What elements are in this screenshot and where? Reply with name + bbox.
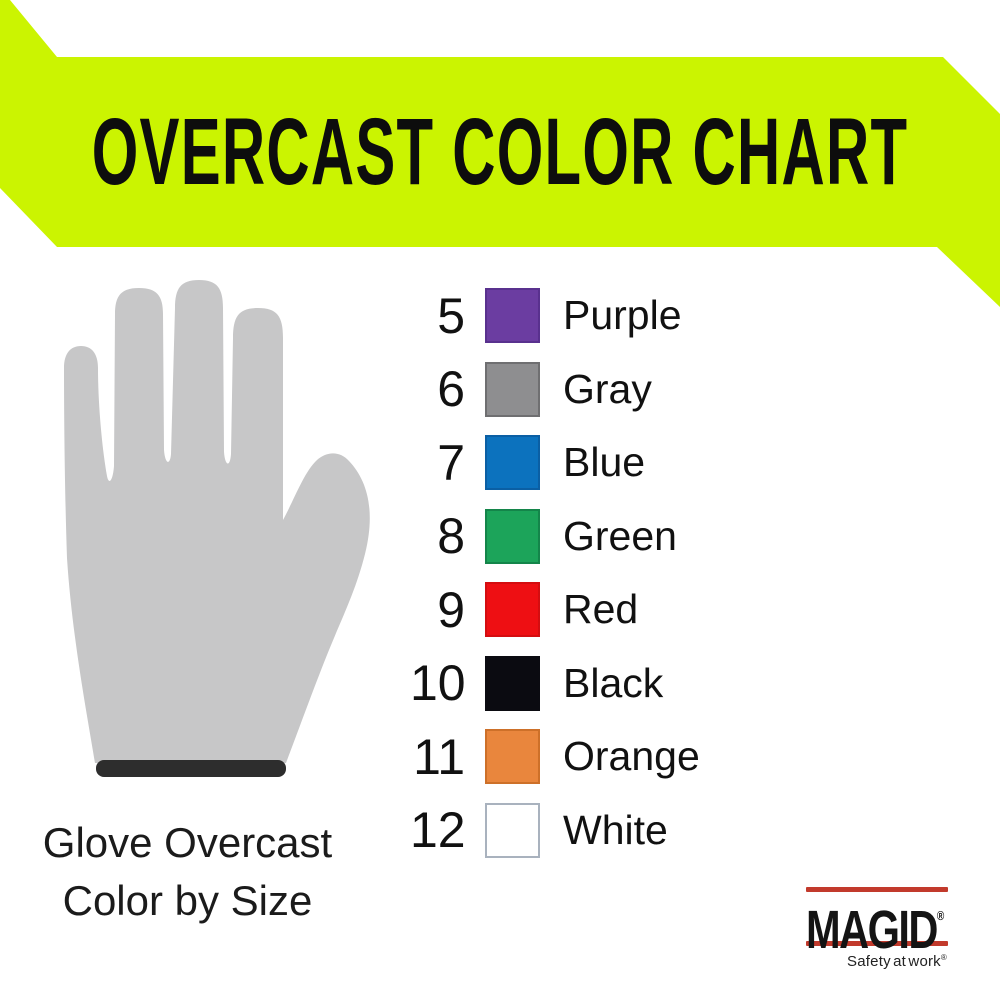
legend-row: 11 Orange [410,720,770,794]
legend-color-swatch [485,729,540,785]
legend-color-swatch [485,288,540,344]
legend-row: 9 Red [410,573,770,647]
glove-illustration [64,280,370,777]
banner-ribbon-shape [0,0,1000,307]
glove-caption-line2: Color by Size [62,877,313,924]
legend-color-swatch [485,508,540,564]
legend-row: 8 Green [410,500,770,574]
brand-tagline: Safety at work® [847,953,947,970]
tagline-registered-mark: ® [940,953,947,962]
legend-color-label: Orange [563,733,700,780]
banner-ribbon [0,0,1000,307]
brand-logo: MAGID® Safety at work® [806,887,948,970]
glove-cuff [96,760,286,777]
page-title: OVERCAST COLOR CHART [91,98,909,205]
legend-color-swatch [485,361,540,417]
legend-row: 6 Gray [410,353,770,427]
legend-size-number: 9 [437,581,465,638]
legend-row: 12 White [410,794,770,868]
legend-size-number: 10 [410,655,466,712]
legend-size-number: 6 [437,361,465,418]
registered-mark: ® [936,908,945,923]
legend-size-number: 5 [437,287,465,344]
legend-size-number: 8 [437,508,465,565]
legend-color-label: White [563,806,668,853]
legend-color-label: Green [563,512,677,559]
legend-row: 10 Black [410,647,770,721]
brand-wordmark: MAGID® [806,900,945,960]
legend-color-swatch [485,802,540,858]
glove-body [64,280,370,763]
legend-color-label: Gray [563,365,652,412]
legend-size-number: 11 [413,728,465,785]
legend-color-swatch [485,655,540,711]
legend-size-number: 12 [410,802,466,859]
legend-color-label: Black [563,659,664,706]
legend-row: 7 Blue [410,426,770,500]
brand-wordmark-row: MAGID® [806,895,948,957]
legend-size-number: 7 [437,434,465,491]
legend-color-label: Red [563,586,639,633]
glove-caption: Glove Overcast Color by Size [15,814,360,930]
size-color-legend: 5 Purple 6 Gray 7 Blue 8 Green 9 Red 10 [410,279,770,867]
logo-top-bar [806,887,948,892]
logo-bottom-bar [806,941,948,946]
glove-caption-line1: Glove Overcast [42,819,333,866]
legend-color-swatch [485,582,540,638]
legend-color-swatch [485,435,540,491]
legend-color-label: Purple [563,292,682,339]
legend-color-label: Blue [563,439,646,486]
legend-row: 5 Purple [410,279,770,353]
